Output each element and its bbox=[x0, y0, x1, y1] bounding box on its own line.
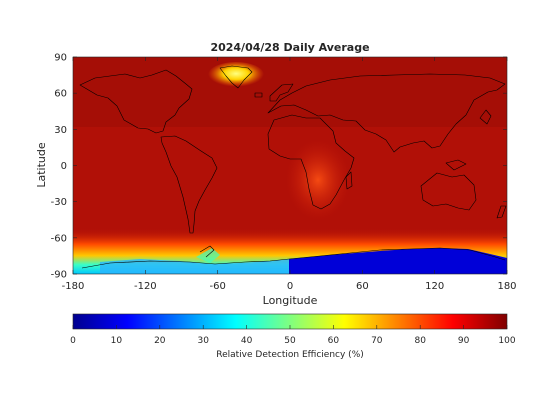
plot-area bbox=[73, 57, 507, 274]
colorbar-tick-label: 0 bbox=[70, 336, 76, 346]
y-tick-label: 30 bbox=[54, 125, 67, 136]
y-tick-label: 60 bbox=[54, 89, 67, 100]
x-tick-label: -180 bbox=[62, 281, 85, 292]
colorbar-tick-label: 90 bbox=[458, 336, 470, 346]
y-tick-label: -60 bbox=[51, 233, 67, 244]
colorbar-tick-label: 10 bbox=[111, 336, 123, 346]
x-tick-label: 60 bbox=[356, 281, 369, 292]
heatmap-region-greenland bbox=[208, 62, 264, 88]
x-tick-label: 180 bbox=[497, 281, 516, 292]
heatmap-region-east-antarctica bbox=[289, 248, 507, 274]
x-axis: -180 -120 -60 0 60 120 180 bbox=[62, 57, 517, 292]
colorbar-tick-label: 60 bbox=[328, 336, 340, 346]
y-tick-label: -90 bbox=[51, 270, 67, 281]
heatmap-region-north-band bbox=[73, 57, 507, 127]
colorbar-ticks: 0 10 20 30 40 50 60 70 80 90 100 bbox=[70, 325, 516, 346]
colorbar-tick-label: 50 bbox=[284, 336, 296, 346]
colorbar-tick-label: 70 bbox=[371, 336, 383, 346]
heatmap-region-west-antarctica bbox=[100, 259, 289, 274]
heatmap-region-southern-africa bbox=[286, 140, 350, 220]
y-tick-label: 90 bbox=[54, 53, 67, 64]
colorbar-label: Relative Detection Efficiency (%) bbox=[216, 350, 364, 360]
x-tick-label: 120 bbox=[425, 281, 444, 292]
chart-title: 2024/04/28 Daily Average bbox=[210, 41, 369, 54]
x-tick-label: 0 bbox=[287, 281, 293, 292]
x-axis-label: Longitude bbox=[263, 294, 318, 307]
x-tick-label: -60 bbox=[209, 281, 225, 292]
colorbar-tick-label: 80 bbox=[414, 336, 426, 346]
y-axis: 90 60 30 0 -30 -60 -90 bbox=[51, 53, 507, 281]
y-axis-label: Latitude bbox=[35, 142, 48, 188]
colorbar-tick-label: 20 bbox=[154, 336, 166, 346]
colorbar-tick-label: 40 bbox=[241, 336, 253, 346]
y-tick-label: -30 bbox=[51, 197, 67, 208]
y-tick-label: 0 bbox=[61, 161, 67, 172]
colorbar-tick-label: 30 bbox=[197, 336, 209, 346]
colorbar-tick-label: 100 bbox=[498, 336, 515, 346]
x-tick-label: -120 bbox=[134, 281, 157, 292]
coastlines bbox=[79, 65, 507, 269]
